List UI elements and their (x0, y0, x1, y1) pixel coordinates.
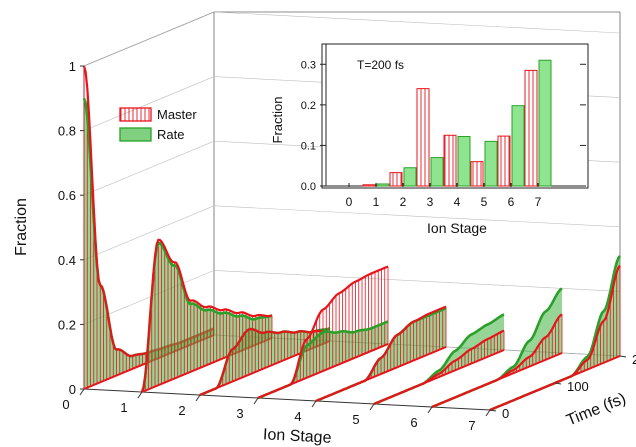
y-tick-label: 0.6 (58, 188, 76, 203)
inset-bar-rate (430, 157, 444, 187)
baseline-stage-6 (431, 352, 563, 408)
x-tick-label: 1 (120, 400, 127, 415)
x-tick-label: 2 (178, 403, 185, 418)
time-tick-mark (619, 355, 627, 358)
rate-area-stage-5 (374, 314, 504, 404)
inset-x-tick-label: 4 (454, 195, 461, 209)
y-tick-label: 1 (69, 59, 76, 74)
time-axis-label: Time (fs) (564, 390, 628, 429)
inset-title: T=200 fs (357, 58, 404, 72)
time-tick-label: 100 (567, 379, 589, 394)
legend: Master Rate (119, 107, 197, 142)
ion-stage-5-curves (373, 313, 505, 406)
x-tick-label: 0 (62, 397, 69, 412)
x-axis-label: Ion Stage (263, 426, 332, 447)
y-gridline (83, 205, 621, 261)
x-tick-mark (311, 400, 317, 408)
y-tick-label: 0.4 (58, 253, 76, 268)
inset-x-tick-label: 2 (400, 195, 407, 209)
inset-bar-chart: 0.00.10.20.30 1 2 3 4 5 6 7 T=200 fs Ion Stage … (270, 43, 589, 236)
x-tick-mark (253, 397, 259, 405)
time-tick-mark (489, 409, 497, 412)
inset-y-label: Fraction (270, 97, 285, 144)
inset-x-tick-label: 5 (481, 195, 488, 209)
inset-bar-master (497, 135, 511, 187)
inset-y-tick-label: 0.0 (301, 181, 316, 193)
y-axis-label: Fraction (13, 198, 30, 256)
x-tick-label: 3 (236, 406, 243, 421)
curves-layer (82, 65, 622, 412)
x-tick-mark (485, 409, 491, 417)
baseline-stage-3 (257, 343, 389, 399)
inset-bars (362, 59, 552, 187)
time-tick-mark (554, 382, 562, 385)
inset-x-label: Ion Stage (427, 220, 487, 236)
inset-ticks: 0.0 0.1 0.2 0.3 0 1 2 3 4 5 6 7 (301, 44, 586, 209)
y-gridline (83, 11, 621, 67)
inset-x-tick-label: 1 (373, 195, 380, 209)
inset-y-tick-label: 0.3 (301, 59, 316, 71)
legend-swatch-rate (119, 127, 152, 142)
inset-x-tick-label: 7 (535, 195, 542, 209)
ion-stage-3-curves (257, 265, 389, 400)
inset-bar-rate (538, 59, 552, 187)
y-gridline (83, 270, 621, 325)
x-tick-label: 7 (468, 418, 475, 433)
time-tick-label: 0 (502, 406, 509, 421)
inset-bar-rate (484, 140, 498, 187)
legend-label-master: Master (157, 107, 197, 122)
master-line-stage-1 (140, 238, 273, 393)
x-tick-mark (427, 406, 433, 414)
ion-stage-4-curves (315, 305, 447, 403)
x-tick-label: 4 (294, 409, 301, 424)
legend-item-rate: Rate (119, 127, 184, 142)
ion-stage-6-curves (431, 287, 563, 409)
x-tick-mark (369, 403, 375, 411)
inset-bar-master (362, 184, 376, 187)
inset-x-tick-label: 3 (427, 195, 434, 209)
legend-item-master: Master (119, 107, 197, 122)
inset-bar-master (524, 69, 538, 187)
inset-y-tick-label: 0.1 (301, 140, 316, 152)
baseline-stage-5 (373, 349, 505, 405)
inset-bar-rate (376, 183, 390, 187)
legend-label-rate: Rate (157, 127, 184, 142)
inset-bar-master (443, 134, 457, 187)
x-axis-line (83, 388, 491, 411)
inset-bar-master (389, 172, 403, 187)
y-tick-label: 0.8 (58, 124, 76, 139)
x-tick-mark (195, 394, 201, 402)
inset-bar-rate (511, 105, 525, 187)
inset-bar-master (470, 161, 484, 187)
inset-bar-rate (403, 167, 417, 187)
tick-layer: 0 0.2 0.4 0.6 0.8 1 0 1 2 3 4 5 6 7 0 100 200 (58, 59, 636, 433)
inset-bar-master (416, 88, 430, 187)
time-tick-label: 200 (632, 352, 636, 367)
y-tick-label: 0.2 (58, 317, 76, 332)
inset-y-tick-label: 0.2 (301, 100, 316, 112)
y-tick-label: 0 (69, 382, 76, 397)
x-tick-label: 5 (352, 412, 359, 427)
inset-x-tick-label: 0 (346, 195, 353, 209)
rate-line-stage-1 (140, 241, 273, 393)
x-tick-label: 6 (410, 415, 417, 430)
legend-swatch-master (119, 107, 152, 122)
baseline-stage-4 (315, 346, 447, 402)
x-tick-mark (79, 388, 85, 396)
inset-x-tick-label: 6 (508, 195, 515, 209)
x-tick-mark (137, 391, 143, 399)
master-line-stage-2 (199, 327, 331, 397)
inset-bar-rate (457, 136, 471, 187)
